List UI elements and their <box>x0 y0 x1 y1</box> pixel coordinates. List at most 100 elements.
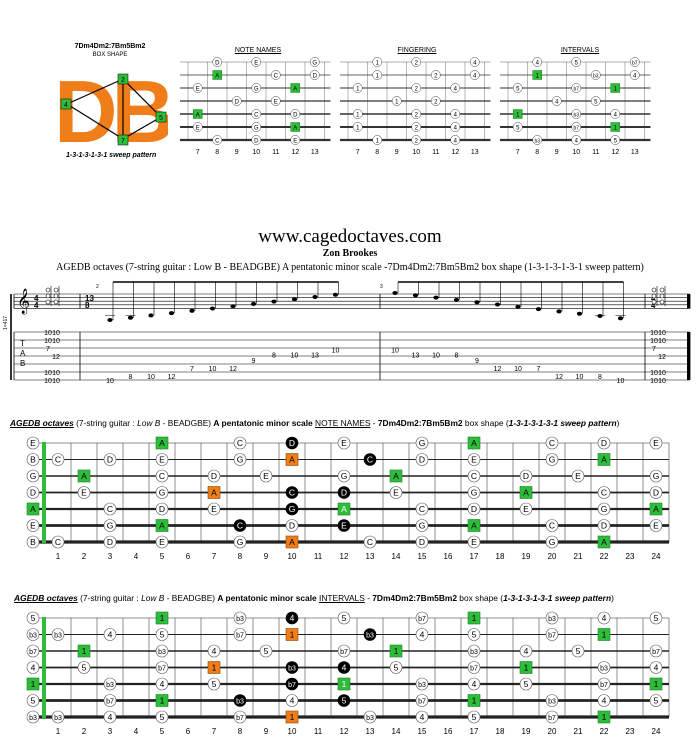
mini-fret-number: 9 <box>235 149 239 156</box>
mini-root <box>532 70 542 80</box>
note-label: A <box>601 537 607 547</box>
fret-number: 21 <box>574 727 583 736</box>
note-label: G <box>237 537 244 547</box>
mini-note-label: E <box>293 138 297 144</box>
mini-note <box>352 83 363 93</box>
tab-number: 10 <box>44 370 52 377</box>
note-circle <box>467 486 481 499</box>
mini-note <box>571 135 582 145</box>
note-label: E <box>471 455 477 465</box>
note-label: 5 <box>654 696 659 706</box>
mini-fret-number: 13 <box>311 149 319 156</box>
note-label: E <box>263 471 269 481</box>
note-box <box>207 661 221 674</box>
note-label: D <box>653 488 659 498</box>
description: AGEDB octaves (7-string guitar : Low B -… <box>56 262 644 273</box>
logo-letters: DB <box>58 62 168 152</box>
note-circle <box>51 535 65 549</box>
note-circle <box>415 519 429 532</box>
fret-number: 24 <box>652 552 661 561</box>
note-circle <box>597 519 611 532</box>
note-circle <box>649 661 663 674</box>
note-box <box>155 694 169 707</box>
notehead <box>659 293 665 299</box>
note-label: 4 <box>212 646 217 656</box>
title-part: Low B <box>141 593 165 603</box>
note-circle <box>545 535 559 549</box>
mini-note <box>411 122 422 132</box>
note-box <box>649 502 663 516</box>
note-circle <box>285 677 299 691</box>
fret-number: 8 <box>238 727 243 736</box>
mini-note-label: 2 <box>415 86 419 92</box>
mini-note-label: b7 <box>632 60 638 66</box>
note-label: D <box>289 521 295 531</box>
note-circle <box>26 611 40 625</box>
note-circle <box>649 644 663 658</box>
tab-label: B <box>20 359 25 368</box>
tab-number: 10 <box>514 366 522 373</box>
note-label: E <box>159 537 165 547</box>
note-circle <box>155 453 169 466</box>
note-label: G <box>289 504 296 514</box>
note-circle <box>467 677 481 691</box>
tab-number: 10 <box>391 348 399 355</box>
note-label: 5 <box>394 663 399 673</box>
mini-fret-number: 7 <box>356 149 360 156</box>
mini-note <box>469 70 480 80</box>
note-circle <box>649 694 663 707</box>
note-label: b3 <box>288 666 296 673</box>
note-label: 1 <box>290 630 295 640</box>
note-label: D <box>289 438 295 448</box>
notehead <box>127 315 134 320</box>
note-label: C <box>471 471 477 481</box>
note-label: 5 <box>654 613 659 623</box>
note-circle <box>597 694 611 707</box>
time-sig-top: 4 <box>34 294 39 303</box>
notehead <box>45 287 51 293</box>
note-circle <box>545 710 559 724</box>
mini-note-label: 4 <box>575 138 579 144</box>
mini-note <box>411 83 422 93</box>
mini-note <box>571 122 582 132</box>
note-label: G <box>107 521 114 531</box>
note-circle <box>467 469 481 483</box>
note-label: 4 <box>654 663 659 673</box>
mini-fretboards: D E GA C DE G AD EA C DE G AC D E7 8 9 10 11 12 131 2 41 2 41 2 4… <box>180 57 651 156</box>
mini-note <box>372 135 383 145</box>
note-label: b7 <box>600 682 608 689</box>
note-label: 5 <box>31 696 36 706</box>
note-label: b3 <box>236 616 244 623</box>
notehead <box>332 292 339 297</box>
mini-fret-number: 11 <box>272 149 279 156</box>
note-label: C <box>549 438 555 448</box>
fret-number: 2 <box>82 727 87 736</box>
mini-note-label: E <box>196 86 200 92</box>
note-circle <box>233 535 247 549</box>
note-circle <box>337 661 351 674</box>
note-label: b7 <box>470 666 478 673</box>
note-circle <box>233 611 247 625</box>
note-box <box>519 486 533 499</box>
fret-number: 15 <box>418 552 427 561</box>
fret-number: 22 <box>600 727 609 736</box>
time-sig-top-end: 4 <box>651 294 656 303</box>
mini-note-label: 2 <box>415 125 419 131</box>
tab-number: 8 <box>272 352 276 359</box>
note-circle <box>337 486 351 499</box>
measure-number: 2 <box>96 284 99 290</box>
fret-number: 12 <box>340 552 349 561</box>
note-circle <box>363 453 377 466</box>
note-label: b3 <box>29 633 37 640</box>
mini-note <box>411 109 422 119</box>
note-label: 4 <box>472 679 477 689</box>
note-label: b7 <box>29 649 37 656</box>
mini-note <box>610 135 621 145</box>
mini-fret-number: 8 <box>535 149 539 156</box>
note-label: 1 <box>82 646 87 656</box>
tab-number: 12 <box>168 374 176 381</box>
nut <box>42 442 46 543</box>
note-label: A <box>471 438 477 448</box>
mini-note-label: 1 <box>356 86 360 92</box>
fret-number: 13 <box>366 727 375 736</box>
